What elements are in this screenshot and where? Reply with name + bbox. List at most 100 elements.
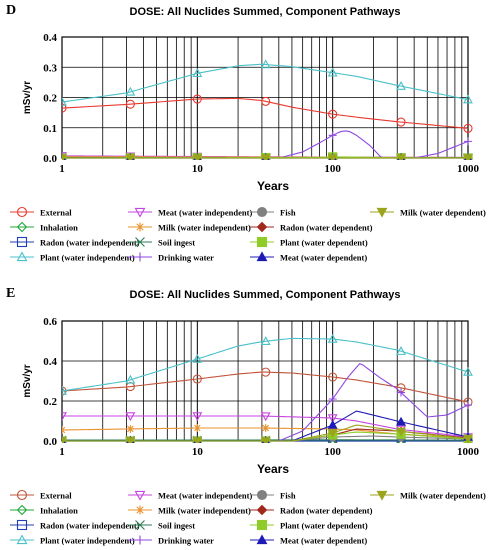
legend-item-fish: Fish: [250, 206, 296, 218]
series-milk-water-dependent: [62, 424, 473, 443]
legend-item-radon-water-independent: Radon (water independent): [10, 236, 140, 248]
legend-swatch-marker: [256, 534, 268, 545]
legend-item-drinking-water: Drinking water: [128, 252, 214, 263]
data-point: [192, 412, 203, 422]
legend-label: Plant (water dependent): [280, 521, 368, 531]
x-tick-label: 100: [324, 163, 341, 175]
legend-item-meat-water-independent: Meat (water independent): [128, 208, 252, 218]
data-point: [396, 346, 406, 355]
legend-label: Milk (water independent): [158, 223, 251, 233]
data-point: [125, 86, 136, 96]
legend-label: Drinking water: [158, 253, 214, 263]
legend-label: Radon (water independent): [40, 521, 140, 531]
data-point: [261, 96, 271, 106]
legend-label: Inhalation: [40, 223, 78, 233]
data-point: [327, 333, 338, 343]
data-point: [62, 426, 66, 434]
series-plant-water-independent: [62, 333, 473, 395]
legend-item-fish: Fish: [250, 489, 296, 501]
legend-swatch-marker: [256, 236, 268, 248]
legend-swatch-marker: [16, 504, 28, 516]
legend-swatch-marker: [135, 505, 145, 515]
legend-item-milk-water-dependent: Milk (water dependent): [370, 208, 486, 218]
legend-label: Milk (water independent): [158, 506, 251, 516]
data-point: [125, 154, 136, 160]
data-point: [328, 131, 337, 140]
y-tick-label: 0.4: [43, 356, 57, 368]
data-point: [62, 437, 67, 443]
legend-swatch-marker: [16, 221, 28, 233]
data-point: [463, 123, 473, 133]
legend-swatch-marker: [256, 519, 268, 531]
x-tick-label: 1: [59, 446, 65, 458]
data-point: [328, 395, 337, 403]
x-tick-label: 100: [324, 446, 341, 458]
series-plant-water-independent: [62, 59, 473, 106]
data-point: [260, 412, 271, 422]
legend-item-radon-water-independent: Radon (water independent): [10, 519, 140, 531]
legend-item-inhalation: Inhalation: [10, 221, 78, 233]
legend-label: Meat (water independent): [158, 491, 252, 501]
data-point: [62, 385, 67, 395]
legend-swatch-marker: [135, 222, 145, 232]
x-tick-label: 1000: [457, 163, 480, 175]
legend-item-external: External: [10, 206, 72, 218]
data-point: [125, 412, 136, 422]
y-tick-label: 0.4: [43, 32, 57, 44]
data-point: [327, 414, 338, 424]
y-tick-label: 0.6: [43, 316, 57, 328]
legend-item-milk-water-independent: Milk (water independent): [128, 222, 251, 233]
data-point: [464, 137, 472, 146]
data-point: [463, 434, 473, 443]
legend-label: Plant (water independent): [40, 253, 135, 263]
legend-label: Soil ingest: [158, 238, 195, 248]
data-point: [62, 96, 67, 106]
data-point: [327, 154, 338, 160]
series-milk-water-dependent: [62, 154, 473, 160]
chart-title: DOSE: All Nuclides Summed, Component Pat…: [130, 6, 401, 18]
series-external: [62, 94, 473, 133]
data-point: [126, 424, 135, 433]
data-point: [192, 154, 203, 160]
data-point: [327, 419, 338, 429]
data-point: [396, 416, 406, 426]
data-point: [396, 427, 406, 437]
data-point: [260, 59, 271, 69]
legend-item-milk-water-dependent: Milk (water dependent): [370, 491, 486, 501]
chart-title: DOSE: All Nuclides Summed, Component Pat…: [130, 289, 401, 301]
series-line-plant-water-independent: [62, 63, 469, 103]
chart-panel-e: E DOSE: All Nuclides Summed, Component Pa…: [6, 286, 486, 546]
legend-label: External: [40, 491, 72, 501]
legend-item-meat-water-dependent: Meat (water dependent): [250, 534, 367, 546]
x-axis-label: Years: [257, 179, 289, 193]
data-point: [463, 94, 473, 104]
legend: External Inhalation Radon (water independe…: [10, 206, 486, 263]
x-tick-label: 10: [192, 446, 204, 458]
data-point: [464, 401, 472, 409]
x-tick-label: 1000: [457, 446, 480, 458]
series-line-external: [62, 371, 469, 403]
legend-swatch-marker: [135, 252, 145, 262]
data-point: [328, 109, 338, 119]
legend-swatch-marker: [16, 489, 28, 501]
legend-label: Radon (water independent): [40, 238, 140, 248]
legend-swatch-marker: [135, 237, 145, 247]
legend-swatch-marker: [256, 206, 268, 218]
data-point: [327, 429, 338, 439]
legend-label: Plant (water dependent): [280, 238, 368, 248]
legend-label: Plant (water independent): [40, 536, 135, 546]
series-line-plant-water-independent: [62, 337, 469, 392]
data-point: [62, 154, 67, 160]
data-point: [260, 154, 271, 160]
legend-label: Fish: [280, 208, 296, 218]
legend-item-meat-water-dependent: Meat (water dependent): [250, 251, 367, 263]
legend-swatch-marker: [256, 221, 268, 233]
legend-swatch-marker: [256, 504, 268, 516]
data-point: [192, 374, 202, 384]
y-tick-label: 0.2: [43, 396, 57, 408]
data-point: [396, 117, 406, 127]
legend-item-milk-water-independent: Milk (water independent): [128, 505, 251, 516]
y-tick-label: 0.0: [43, 436, 57, 448]
x-tick-label: 1: [59, 163, 65, 175]
legend-label: Drinking water: [158, 536, 214, 546]
